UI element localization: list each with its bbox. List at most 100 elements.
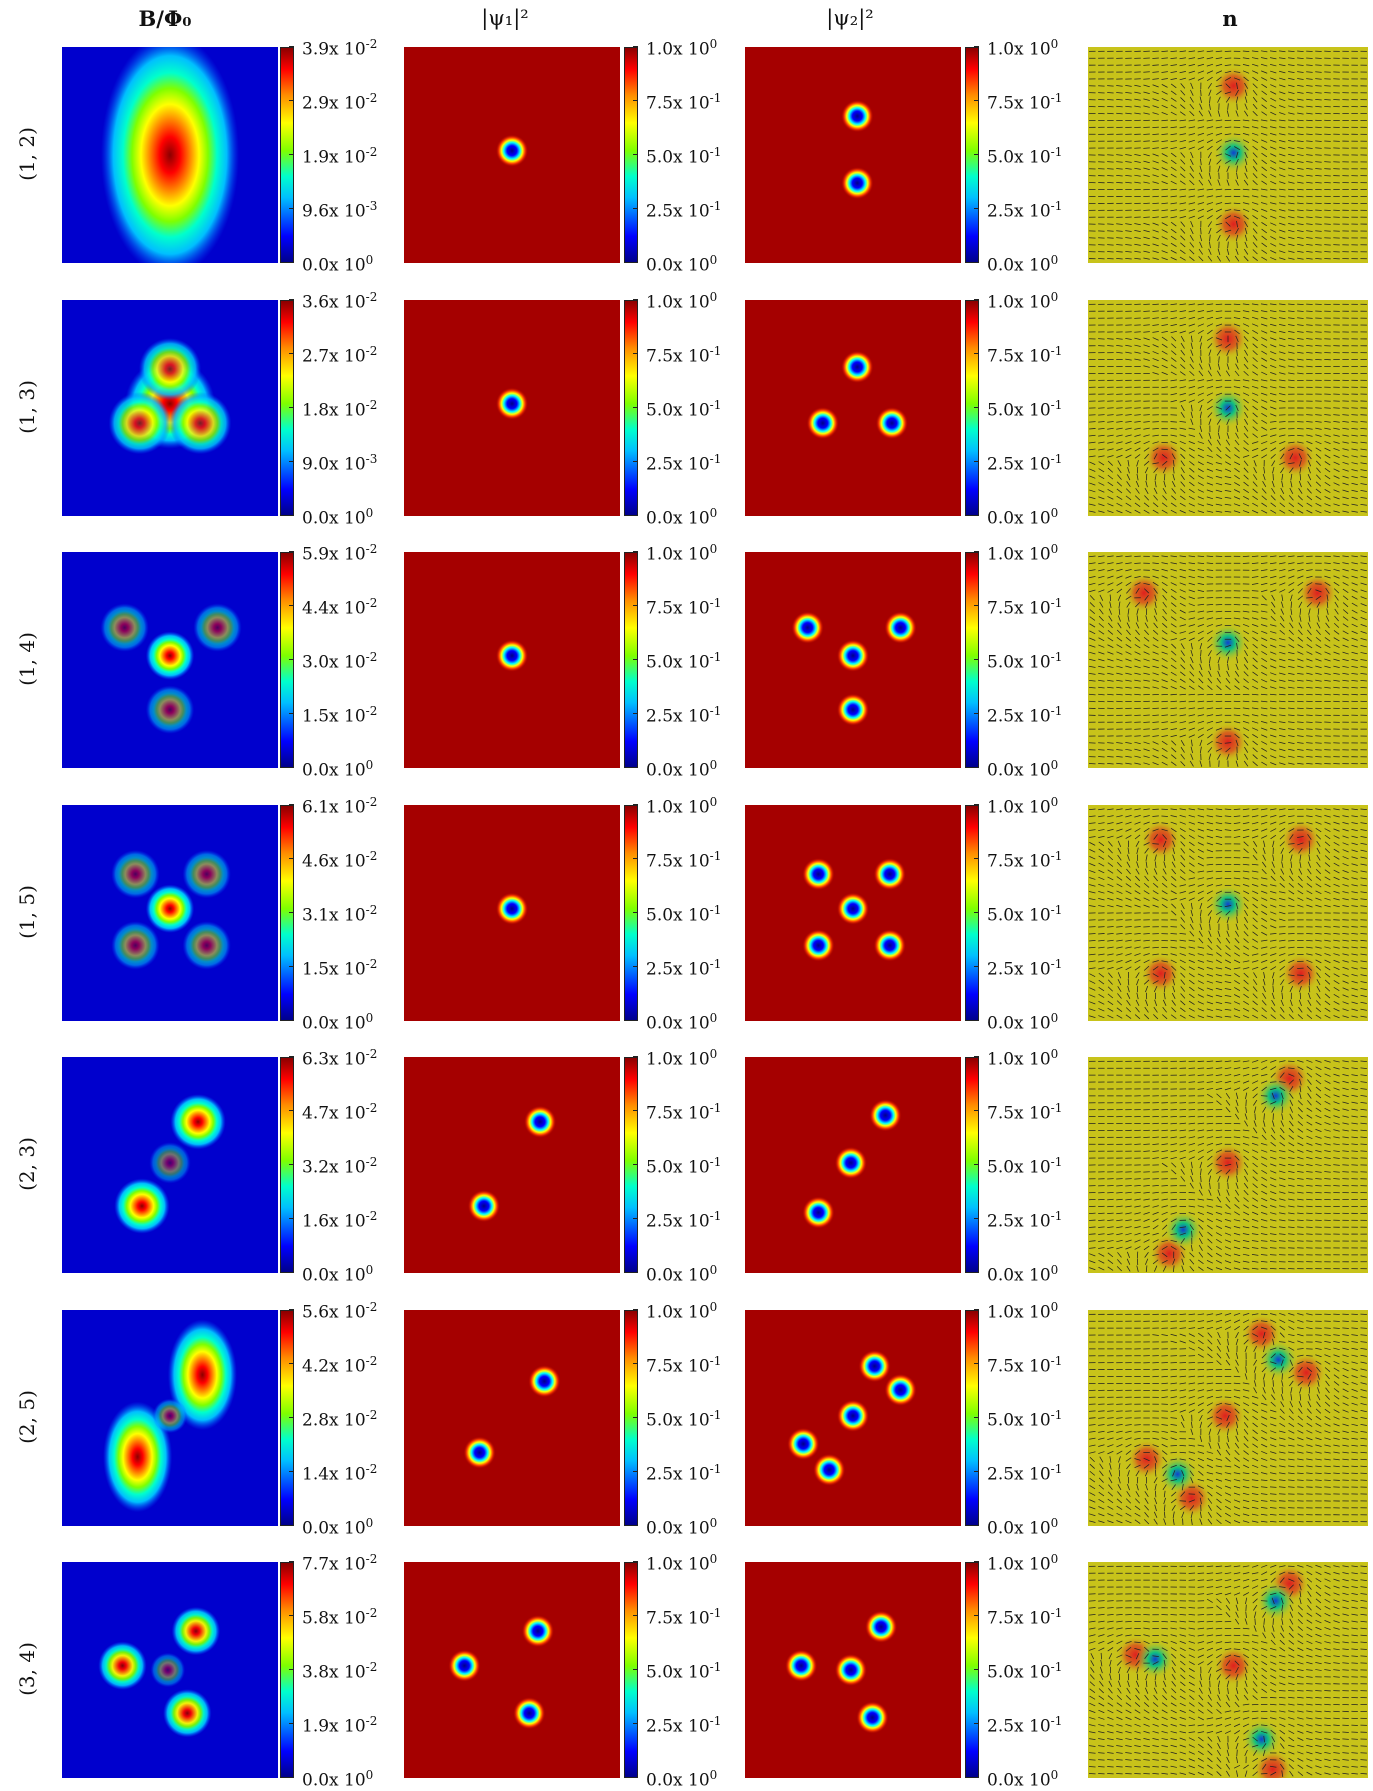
field-peak [151, 1653, 186, 1688]
field-peak [146, 884, 194, 932]
colorbar-tick-label: 5.0x 10-1 [987, 1661, 1062, 1682]
colorbar-tick-label: 0.0x 100 [646, 1517, 717, 1538]
field-peak [163, 1689, 211, 1737]
psi1-colorbar [624, 1310, 638, 1526]
psi1-colorbar [624, 552, 638, 768]
row-label: (3, 4) [0, 1657, 44, 1681]
vortex-core [807, 406, 839, 438]
row-label: (1, 4) [0, 647, 44, 671]
colorbar-tick-label: 1.0x 100 [987, 796, 1058, 817]
colorbar-tick-label: 5.0x 10-1 [646, 146, 721, 167]
colorbar-tick-label: 5.6x 10-2 [302, 1301, 377, 1322]
colorbar-tick-label: 0.0x 100 [302, 1517, 373, 1538]
hedgehog-texture [1206, 1396, 1245, 1435]
colorbar-tick-label: 2.5x 10-1 [987, 1715, 1062, 1736]
vortex-core [785, 1649, 817, 1681]
column-header-psi1: |ψ₁|² [395, 6, 615, 30]
colorbar-tick-label: 5.0x 10-1 [646, 1661, 721, 1682]
colorbar-tick-label: 2.5x 10-1 [646, 200, 721, 221]
vortex-core [448, 1649, 480, 1681]
colorbar-tick-label: 0.0x 100 [302, 507, 373, 528]
field-peak [101, 47, 239, 263]
column-header-B: B/Φ₀ [55, 6, 275, 31]
colorbar-tick-label: 0.0x 100 [302, 759, 373, 780]
colorbar-tick-label: 1.0x 100 [646, 291, 717, 312]
colorbar-tick-label: 0.0x 100 [987, 507, 1058, 528]
colorbar-tick-label: 0.0x 100 [987, 1264, 1058, 1285]
hedgehog-texture [1209, 723, 1248, 762]
vortex-core [496, 639, 528, 671]
psi1-density-panel [404, 47, 620, 263]
vortex-core [513, 1697, 545, 1729]
vortex-core [841, 350, 873, 382]
colorbar-tick-label: 0.0x 100 [302, 1264, 373, 1285]
colorbar-tick-label: 3.8x 10-2 [302, 1661, 377, 1682]
colorbar-tick-label: 1.0x 100 [987, 543, 1058, 564]
colorbar-tick-label: 5.0x 10-1 [987, 1409, 1062, 1430]
field-peak [111, 921, 159, 969]
colorbar-tick-label: 1.0x 100 [646, 1301, 717, 1322]
colorbar-tick-label: 4.6x 10-2 [302, 850, 377, 871]
colorbar-tick-label: 2.9x 10-2 [302, 92, 377, 113]
vortex-core [802, 929, 834, 961]
colorbar-tick-label: 1.0x 100 [987, 38, 1058, 59]
colorbar-tick-label: 2.5x 10-1 [987, 200, 1062, 221]
field-colorbar [280, 552, 294, 768]
vortex-core [876, 406, 908, 438]
psi1-colorbar [624, 1057, 638, 1273]
psi1-colorbar [624, 47, 638, 263]
colorbar-tick-label: 6.3x 10-2 [302, 1048, 377, 1069]
colorbar-tick-label: 0.0x 100 [646, 1769, 717, 1790]
column-header-n: n [1120, 6, 1340, 31]
colorbar-tick-label: 5.0x 10-1 [646, 1409, 721, 1430]
colorbar-tick-label: 1.6x 10-2 [302, 1210, 377, 1231]
vortex-core [522, 1615, 554, 1647]
vortex-core [837, 639, 869, 671]
colorbar-tick-label: 7.5x 10-1 [646, 92, 721, 113]
field-peak [183, 921, 231, 969]
field-peak [153, 1398, 188, 1433]
hedgehog-texture [1209, 1143, 1248, 1182]
colorbar-tick-label: 2.5x 10-1 [646, 453, 721, 474]
colorbar-tick-label: 7.5x 10-1 [987, 597, 1062, 618]
colorbar-tick-label: 1.0x 100 [646, 1048, 717, 1069]
vortex-core [528, 1365, 560, 1397]
colorbar-tick-label: 1.0x 100 [646, 1553, 717, 1574]
colorbar-tick-label: 2.5x 10-1 [987, 958, 1062, 979]
colorbar-tick-label: 1.5x 10-2 [302, 958, 377, 979]
colorbar-tick-label: 7.7x 10-2 [302, 1553, 377, 1574]
colorbar-tick-label: 1.0x 100 [646, 38, 717, 59]
colorbar-tick-label: 7.5x 10-1 [987, 850, 1062, 871]
psi1-colorbar [624, 300, 638, 516]
psi1-density-panel [404, 1310, 620, 1526]
colorbar-tick-label: 0.0x 100 [646, 507, 717, 528]
pseudospin-texture-panel [1088, 1562, 1368, 1778]
hedgehog-texture [1214, 1646, 1253, 1685]
magnetic-field-panel [62, 1562, 278, 1778]
pseudospin-texture-panel [1088, 47, 1368, 263]
colorbar-tick-label: 7.5x 10-1 [987, 92, 1062, 113]
colorbar-tick-label: 0.0x 100 [987, 254, 1058, 275]
field-peak [100, 603, 148, 651]
colorbar-tick-label: 3.9x 10-2 [302, 38, 377, 59]
colorbar-tick-label: 5.0x 10-1 [646, 904, 721, 925]
field-peak [169, 392, 231, 454]
psi2-colorbar [965, 47, 979, 263]
pseudospin-texture-panel [1088, 1057, 1368, 1273]
psi2-density-panel [745, 1057, 961, 1273]
vortex-core [865, 1611, 897, 1643]
psi2-density-panel [745, 552, 961, 768]
field-colorbar [280, 47, 294, 263]
colorbar-tick-label: 0.0x 100 [646, 1264, 717, 1285]
vortex-core [835, 1147, 867, 1179]
field-peak [172, 1607, 220, 1655]
colorbar-tick-label: 5.0x 10-1 [987, 399, 1062, 420]
hedgehog-texture [1281, 820, 1320, 859]
colorbar-tick-label: 1.9x 10-2 [302, 1715, 377, 1736]
vortex-core [874, 929, 906, 961]
colorbar-tick-label: 7.5x 10-1 [646, 345, 721, 366]
colorbar-tick-label: 1.0x 100 [987, 1048, 1058, 1069]
field-peak [98, 1641, 146, 1689]
colorbar-tick-label: 3.6x 10-2 [302, 291, 377, 312]
